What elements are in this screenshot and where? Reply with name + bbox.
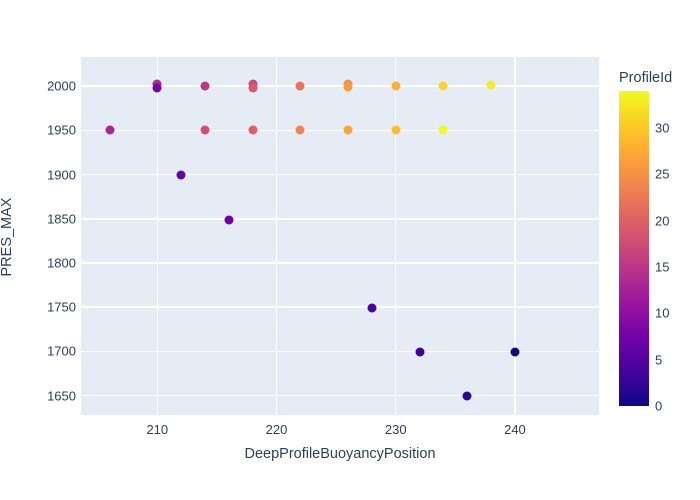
- colorbar-tick-label: 20: [655, 213, 670, 229]
- y-tick-label: 1650: [47, 388, 76, 404]
- y-gridline: [81, 173, 599, 176]
- colorbar-title: ProfileId: [619, 70, 673, 86]
- y-tick-label: 1900: [47, 167, 76, 183]
- x-tick-label: 220: [265, 422, 288, 437]
- colorbar-tick-label: 0: [655, 398, 663, 414]
- scatter-point[interactable]: [224, 215, 234, 225]
- scatter-point[interactable]: [415, 347, 425, 357]
- y-tick-label: 1750: [47, 299, 76, 315]
- plot-area[interactable]: [81, 57, 599, 415]
- x-gridline: [156, 57, 159, 415]
- colorbar-gradient: [619, 91, 649, 406]
- scatter-point[interactable]: [510, 347, 520, 357]
- y-gridline: [81, 129, 599, 132]
- x-axis-title: DeepProfileBuoyancyPosition: [244, 446, 436, 462]
- scatter-point[interactable]: [200, 81, 210, 91]
- scatter-point[interactable]: [486, 80, 496, 90]
- scatter-point[interactable]: [438, 81, 448, 91]
- scatter-point[interactable]: [438, 125, 448, 135]
- y-gridline: [81, 218, 599, 220]
- scatter-point[interactable]: [248, 125, 258, 135]
- y-gridline: [81, 350, 599, 353]
- scatter-point[interactable]: [343, 125, 353, 135]
- y-tick-label: 1800: [47, 255, 76, 271]
- x-tick-label: 240: [504, 422, 526, 437]
- y-gridline: [81, 394, 599, 397]
- scatter-point[interactable]: [295, 125, 305, 135]
- x-tick-label: 230: [384, 422, 407, 437]
- y-tick-label: 1700: [47, 343, 76, 359]
- x-gridline: [514, 57, 516, 415]
- colorbar-tick-label: 5: [655, 352, 663, 368]
- scatter-point[interactable]: [176, 170, 186, 180]
- x-gridline: [394, 57, 397, 415]
- scatter-point[interactable]: [248, 83, 258, 93]
- x-gridline: [275, 57, 278, 415]
- colorbar-tick-label: 10: [655, 305, 670, 321]
- x-tick-label: 210: [146, 422, 169, 437]
- colorbar-tick-label: 30: [655, 120, 670, 136]
- scatter-point[interactable]: [462, 391, 472, 401]
- y-gridline: [81, 306, 599, 308]
- colorbar-tick-label: 25: [655, 166, 670, 182]
- y-axis-title: PRES_MAX: [0, 197, 15, 277]
- y-tick-label: 1950: [47, 122, 76, 138]
- y-tick-label: 1850: [47, 211, 76, 227]
- y-gridline: [81, 262, 599, 264]
- scatter-point[interactable]: [367, 303, 377, 313]
- scatter-point[interactable]: [105, 125, 115, 135]
- scatter-point[interactable]: [343, 82, 353, 92]
- scatter-point[interactable]: [152, 83, 162, 93]
- scatter-point[interactable]: [391, 81, 401, 91]
- scatter-point[interactable]: [391, 125, 401, 135]
- y-tick-label: 2000: [47, 78, 76, 94]
- y-gridline: [81, 85, 599, 87]
- colorbar-tick-label: 15: [655, 259, 670, 275]
- scatter-point[interactable]: [200, 125, 210, 135]
- scatter-point[interactable]: [295, 81, 305, 91]
